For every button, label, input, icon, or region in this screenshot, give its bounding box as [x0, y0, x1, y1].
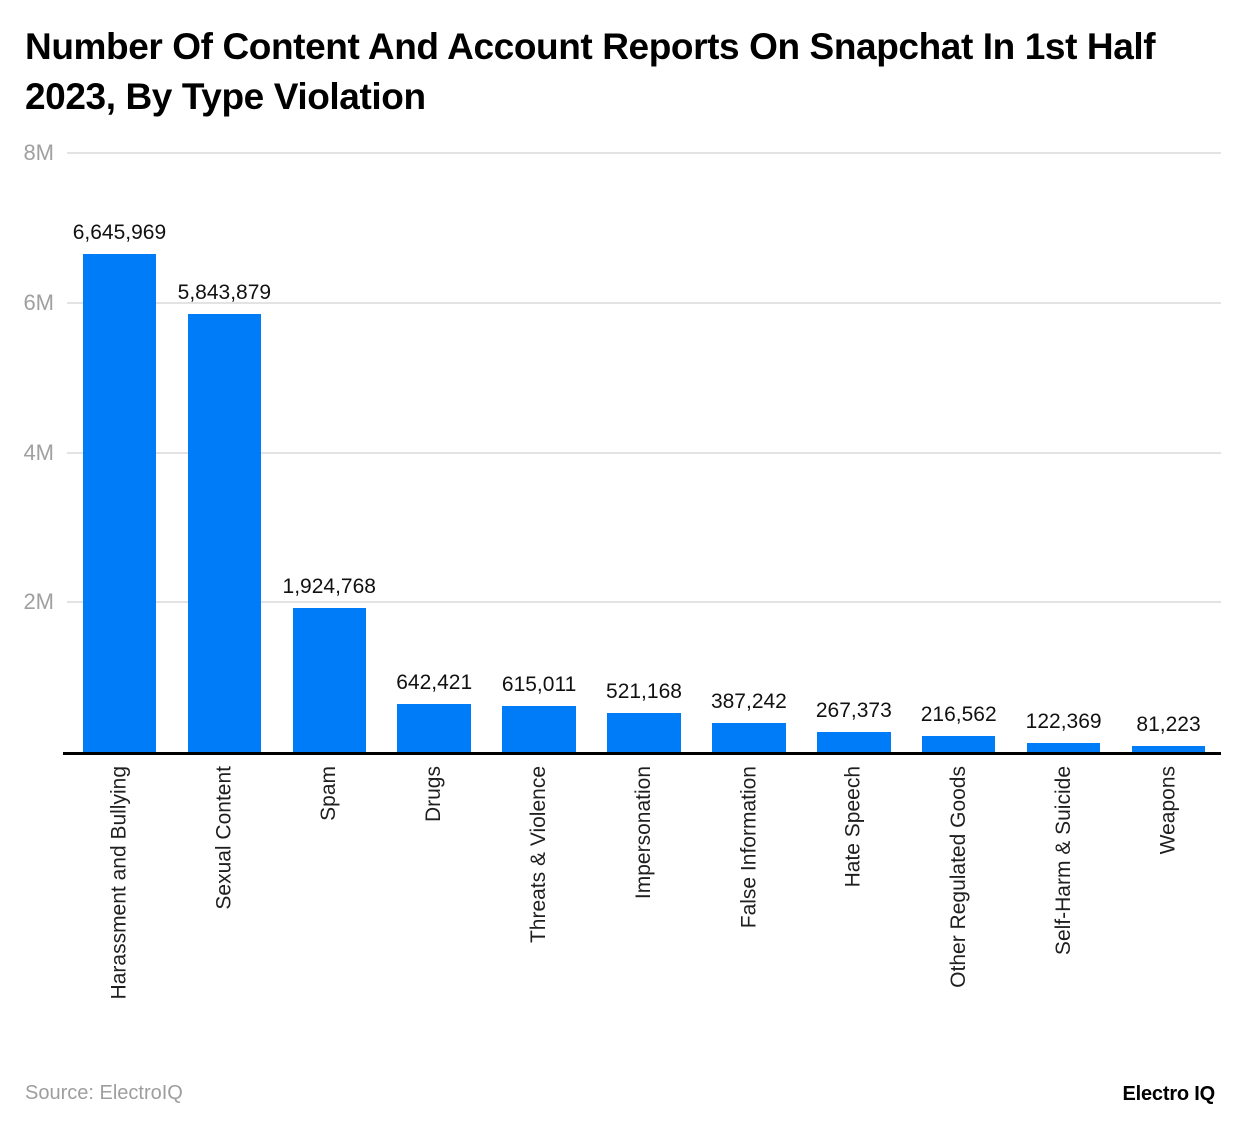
x-axis-line [63, 752, 1221, 755]
bar-self-harm-suicide [1026, 742, 1101, 752]
gridline-2M [67, 601, 1221, 604]
x-axis-label: Self-Harm & Suicide [1051, 766, 1075, 956]
y-tick-label: 2M [23, 589, 54, 615]
value-label: 387,242 [710, 690, 787, 714]
value-label: 521,168 [606, 679, 682, 703]
bar-false-information [712, 723, 786, 752]
bar-slot: 81,223 [1116, 153, 1221, 752]
bar-weapons [1131, 745, 1206, 752]
y-tick-label: 8M [23, 140, 54, 165]
bar-slot: 267,373 [801, 153, 906, 752]
bar-slot: 387,242 [696, 153, 801, 752]
x-axis-labels: Harassment and Bullying Sexual Content Spa… [67, 766, 1221, 1056]
x-axis-label: Weapons [1156, 766, 1180, 855]
value-label: 267,373 [815, 698, 892, 722]
x-axis-label: Harassment and Bullying [107, 766, 131, 1000]
bar-hate-speech [817, 731, 891, 752]
bar-spam [292, 607, 366, 752]
x-axis-label: Drugs [422, 766, 446, 823]
plot-area: 8M 6M 4M 2M 6,645,969 5,843,879 1,924,768 642,4… [23, 140, 1221, 755]
bar-slot: 122,369 [1011, 153, 1116, 752]
value-label: 6,645,969 [72, 221, 167, 245]
gridline-4M [67, 451, 1221, 454]
bar-slot: 216,562 [906, 153, 1011, 752]
value-label: 81,223 [1136, 712, 1201, 736]
bar-harassment-and-bullying [82, 254, 157, 752]
bar-impersonation [607, 712, 681, 752]
bar-drugs [397, 703, 471, 752]
bar-slot: 642,421 [382, 153, 487, 752]
value-label: 1,924,768 [282, 574, 376, 598]
bar-slot: 6,645,969 [67, 153, 172, 752]
x-axis-label: Hate Speech [841, 766, 865, 888]
x-axis-label: False Information [736, 766, 760, 929]
value-label: 5,843,879 [177, 281, 272, 305]
y-tick-label: 6M [23, 289, 54, 315]
bar-other-regulated-goods [922, 735, 996, 752]
bar-slot: 615,011 [487, 153, 592, 752]
x-axis-label: Threats & Violence [527, 766, 551, 944]
gridline-6M [67, 301, 1221, 304]
bar-threats-violence [502, 705, 576, 752]
x-axis-label: Spam [317, 766, 341, 821]
source-label: Source: ElectroIQ [25, 1082, 183, 1104]
x-axis-label: Other Regulated Goods [946, 766, 970, 988]
brand-logo-text: Electro IQ [1122, 1083, 1216, 1105]
bar-slot: 5,843,879 [172, 153, 277, 752]
bar-sexual-content [187, 314, 262, 752]
value-label: 642,421 [396, 670, 473, 694]
value-label: 216,562 [920, 702, 997, 726]
gridline-8M [67, 152, 1221, 154]
x-axis-label: Impersonation [632, 766, 655, 900]
value-label: 615,011 [501, 672, 577, 696]
chart-title: Number Of Content And Account Reports On… [25, 26, 1156, 117]
bar-slot: 1,924,768 [277, 153, 382, 752]
x-axis-label: Sexual Content [212, 766, 236, 910]
y-tick-label: 4M [23, 439, 54, 465]
value-label: 122,369 [1025, 709, 1102, 733]
bar-slot: 521,168 [592, 153, 697, 752]
